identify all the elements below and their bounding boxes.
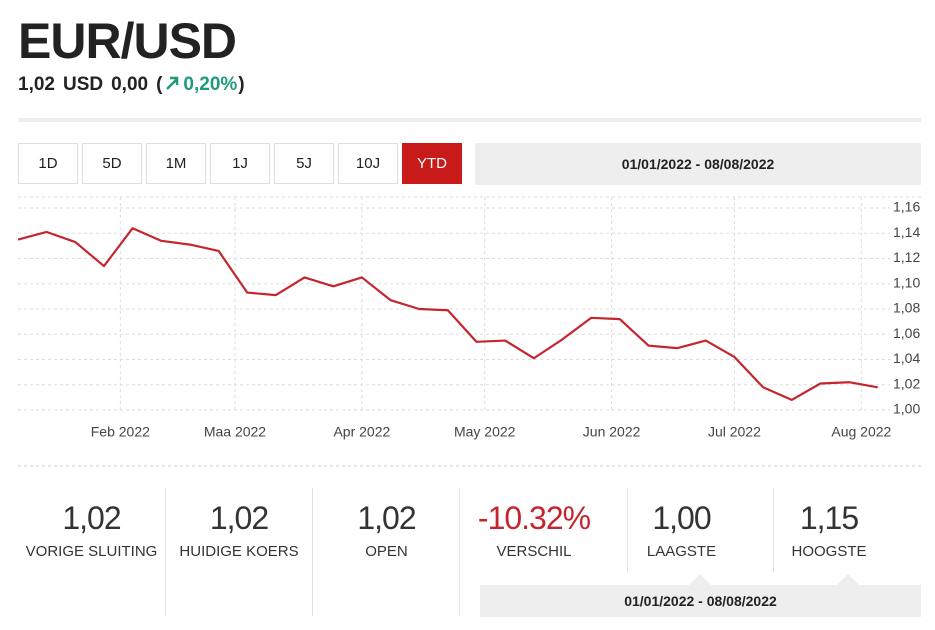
currency: USD: [62, 74, 104, 95]
y-tick-label: 1,06: [893, 325, 920, 341]
stat: 1,02 VORIGE SLUITING: [18, 500, 165, 560]
title: EUR/USD: [18, 13, 237, 69]
tab[interactable]: 1J: [210, 143, 270, 184]
y-tick-label: 1,04: [893, 350, 920, 366]
change: 0,00: [111, 74, 149, 95]
tab[interactable]: YTD: [402, 143, 462, 184]
x-tick-label: Jun 2022: [583, 424, 641, 440]
stat-label: HOOGSTE: [791, 543, 867, 560]
stat-label: OPEN: [365, 543, 408, 560]
stat: 1,15 HOOGSTE: [756, 500, 903, 560]
stat: 1,00 LAAGSTE: [608, 500, 755, 560]
tab[interactable]: 5J: [274, 143, 334, 184]
stats-date-range: 01/01/2022 - 08/08/2022: [480, 585, 921, 617]
date-range: 01/01/2022 - 08/08/2022: [475, 143, 921, 185]
separator: [627, 488, 628, 572]
stat-value: 1,00: [652, 500, 711, 536]
separator: [312, 488, 313, 616]
y-tick-label: 1,00: [893, 401, 920, 417]
y-tick-label: 1,02: [893, 375, 920, 391]
stat-value: 1,02: [209, 500, 269, 536]
tab[interactable]: 5D: [82, 143, 142, 184]
notches: [688, 574, 860, 586]
paren: (: [156, 74, 163, 95]
y-tick-label: 1,08: [893, 300, 920, 316]
x-tick-label: Jul 2022: [708, 424, 761, 440]
stat-value: -10.32%: [477, 500, 591, 536]
x-tick-label: Aug 2022: [831, 424, 891, 440]
separator: [773, 488, 774, 572]
stat-value: 1,02: [62, 500, 121, 536]
separator: [165, 488, 166, 616]
quote-line: 1,02 USD 0,00 (0,20%): [18, 74, 253, 96]
tab[interactable]: 1D: [18, 143, 78, 184]
y-tick-label: 1,12: [893, 249, 920, 265]
stat: -10.32% VERSCHIL: [461, 500, 608, 560]
price: 1,02: [18, 74, 55, 95]
chart: 1,00 1,02 1,04 1,06 1,08 1,10 1,12 1,14 1,16 Feb …: [17, 196, 921, 467]
stat-label: VORIGE SLUITING: [25, 543, 158, 560]
stat-value: 1,15: [799, 500, 859, 536]
separator: [459, 488, 460, 616]
paren: ): [238, 74, 245, 95]
x-tick-label: Maa 2022: [204, 424, 266, 440]
stat-label: VERSCHIL: [496, 543, 572, 560]
stat-label: LAAGSTE: [646, 543, 717, 560]
stat: 1,02 OPEN: [313, 500, 460, 560]
x-tick-label: Apr 2022: [333, 424, 390, 440]
tab[interactable]: 10J: [338, 143, 398, 184]
stat: 1,02 HUIDIGE KOERS: [166, 500, 313, 560]
tab[interactable]: 1M: [146, 143, 206, 184]
change-pct: 0,20%: [183, 74, 238, 95]
y-tick-label: 1,10: [893, 274, 920, 290]
up-arrow-icon: [166, 76, 179, 90]
divider: [18, 118, 921, 122]
y-tick-label: 1,14: [893, 224, 920, 240]
price-line: [17, 227, 878, 401]
x-tick-label: Feb 2022: [91, 424, 150, 440]
y-tick-label: 1,16: [893, 199, 920, 215]
x-tick-label: May 2022: [454, 424, 516, 440]
stat-label: HUIDIGE KOERS: [179, 543, 299, 560]
stat-value: 1,02: [357, 500, 416, 536]
